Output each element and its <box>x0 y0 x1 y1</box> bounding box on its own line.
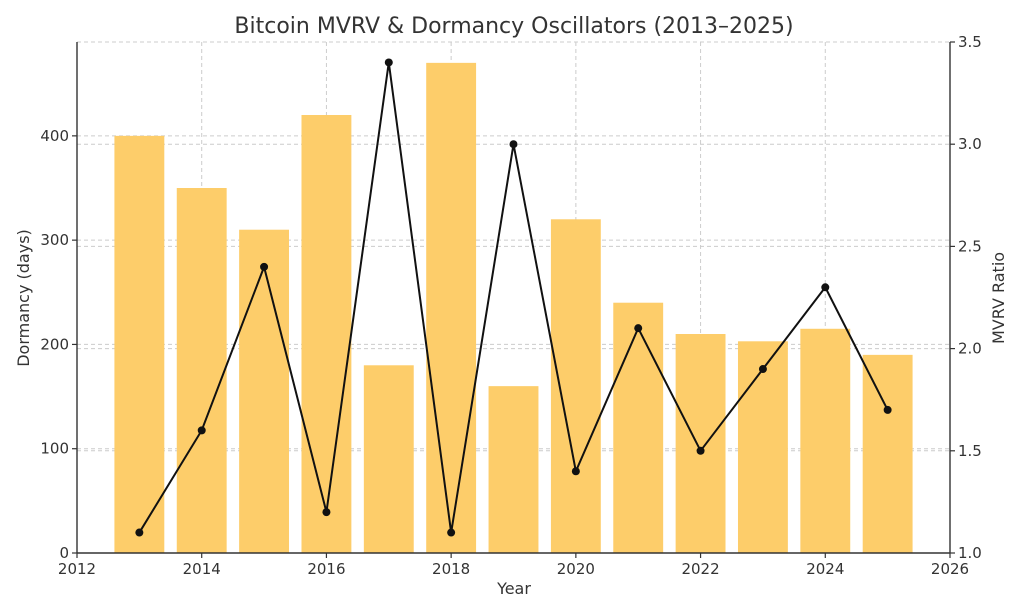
bar <box>675 334 726 553</box>
mvrv-point <box>821 283 830 292</box>
y-axis-label-right: MVRV Ratio <box>989 252 1008 344</box>
y-axis-label-left: Dormancy (days) <box>14 229 33 367</box>
bar <box>114 135 165 553</box>
y-right-tick-label: 2.0 <box>958 340 982 358</box>
mvrv-point <box>322 508 331 517</box>
line-layer <box>135 58 892 537</box>
bar <box>239 229 290 553</box>
y-right-tick-label: 1.5 <box>958 442 982 460</box>
mvrv-point <box>634 324 643 333</box>
bar <box>176 188 227 553</box>
bar <box>800 328 851 553</box>
axis-layer: 2012 2014 2016 2018 2020 2022 2024 2026 0 100 200 3… <box>40 33 982 578</box>
mvrv-point <box>260 262 269 271</box>
mvrv-point <box>447 528 456 537</box>
mvrv-point <box>197 426 206 435</box>
x-tick-label: 2022 <box>681 560 719 578</box>
mvrv-point <box>135 528 144 537</box>
bar-layer <box>114 62 913 554</box>
mvrv-point <box>509 140 518 149</box>
bar <box>737 341 788 553</box>
bar <box>426 62 477 553</box>
mvrv-point <box>758 365 767 374</box>
y-left-tick-label: 100 <box>40 440 69 458</box>
y-left-tick-label: 200 <box>40 335 69 353</box>
mvrv-point <box>883 405 892 414</box>
mvrv-point <box>384 58 393 67</box>
y-left-tick-label: 300 <box>40 231 69 249</box>
x-tick-label: 2020 <box>557 560 595 578</box>
x-tick-label: 2012 <box>58 560 96 578</box>
bar <box>613 302 664 553</box>
y-right-tick-label: 3.0 <box>958 135 982 153</box>
y-left-tick-label: 0 <box>59 544 69 562</box>
mvrv-point <box>571 467 580 476</box>
x-tick-label: 2014 <box>183 560 221 578</box>
bar <box>550 219 601 554</box>
y-right-tick-label: 1.0 <box>958 544 982 562</box>
y-left-tick-label: 400 <box>40 127 69 145</box>
mvrv-point <box>696 446 705 455</box>
x-tick-label: 2024 <box>806 560 844 578</box>
bar <box>301 115 352 553</box>
y-right-tick-label: 2.5 <box>958 237 982 255</box>
bar <box>862 354 913 553</box>
x-axis-label: Year <box>496 579 531 598</box>
x-tick-label: 2026 <box>931 560 969 578</box>
chart-title: Bitcoin MVRV & Dormancy Oscillators (201… <box>234 14 793 39</box>
x-tick-label: 2018 <box>432 560 470 578</box>
bar <box>488 386 539 553</box>
y-right-tick-label: 3.5 <box>958 33 982 51</box>
bar <box>363 365 414 553</box>
x-tick-label: 2016 <box>307 560 345 578</box>
